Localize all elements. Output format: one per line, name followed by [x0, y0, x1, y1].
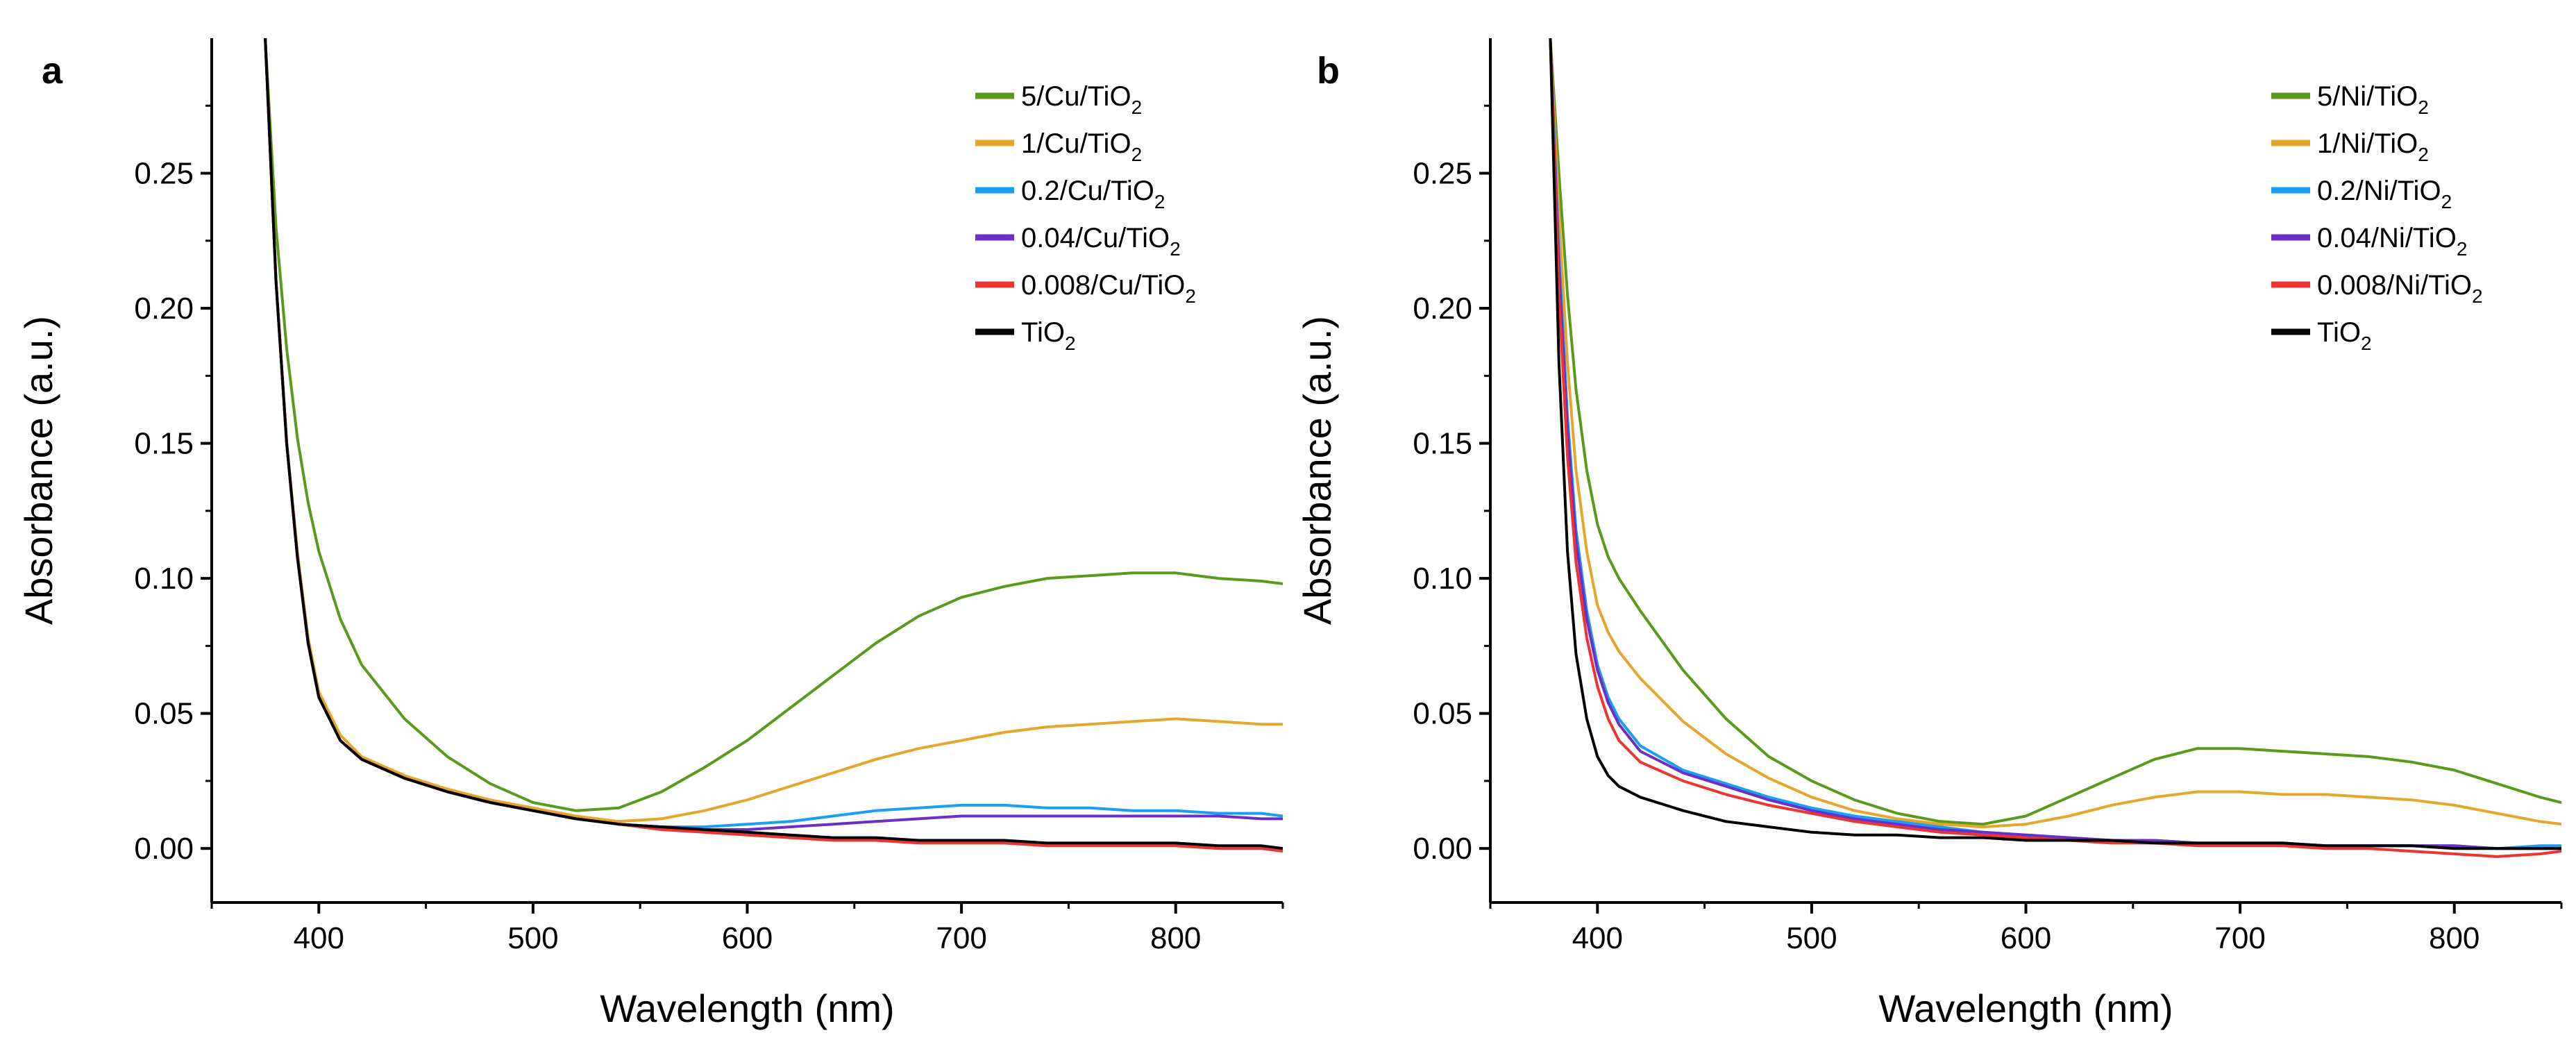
y-tick-label: 0.00 [134, 832, 194, 866]
legend-label-subscript: 2 [1131, 144, 1143, 165]
x-axis-title: Wavelength (nm) [600, 986, 894, 1030]
legend-label-main: 0.04/Ni/TiO [2317, 223, 2457, 253]
legend-label-main: TiO [2317, 317, 2361, 348]
legend-label: 5/Cu/TiO2 [1021, 81, 1142, 118]
series-line-5-ni-tio2 [1549, 38, 2561, 826]
legend-label: 5/Ni/TiO2 [2317, 81, 2429, 118]
legend: 5/Ni/TiO21/Ni/TiO20.2/Ni/TiO20.04/Ni/TiO… [2271, 81, 2483, 354]
legend-label-subscript: 2 [2418, 96, 2429, 118]
y-tick-label: 0.05 [1413, 697, 1472, 731]
x-tick-label: 700 [2214, 921, 2265, 955]
legend-label-subscript: 2 [1170, 238, 1181, 260]
panel-label: b [1317, 50, 1340, 92]
y-tick-label: 0.20 [134, 292, 194, 326]
y-tick-label: 0.05 [134, 697, 194, 731]
x-tick-label: 500 [507, 921, 558, 955]
legend-label-subscript: 2 [1154, 191, 1165, 212]
legend-label: 0.04/Ni/TiO2 [2317, 223, 2467, 260]
legend-label: 1/Cu/TiO2 [1021, 128, 1142, 165]
legend-label-main: 1/Ni/TiO [2317, 128, 2418, 159]
series-lines [264, 38, 1283, 853]
legend-label-subscript: 2 [1131, 96, 1143, 118]
legend-label-main: 0.2/Ni/TiO [2317, 176, 2441, 206]
legend-label: 0.2/Ni/TiO2 [2317, 176, 2452, 212]
x-tick-label: 500 [1786, 921, 1837, 955]
x-tick-label: 400 [1572, 921, 1623, 955]
legend-label: 0.04/Cu/TiO2 [1021, 223, 1181, 260]
legend-label-main: 5/Ni/TiO [2317, 81, 2418, 112]
series-line-tio2 [264, 38, 1283, 850]
y-tick-label: 0.00 [1413, 832, 1472, 866]
panel-b: 0.00 0.05 0.10 0.15 0.20 0.25 400 500 600 700 800 W… [1295, 38, 2563, 1030]
panel-label: a [42, 50, 63, 92]
legend-label: TiO2 [2317, 317, 2372, 354]
legend-label-subscript: 2 [2361, 333, 2372, 354]
y-tick-label: 0.20 [1413, 292, 1472, 326]
legend-label-subscript: 2 [2457, 238, 2468, 260]
legend: 5/Cu/TiO21/Cu/TiO20.2/Cu/TiO20.04/Cu/TiO… [975, 81, 1196, 354]
x-tick-label: 400 [294, 921, 344, 955]
series-line-tio2 [1549, 38, 2561, 850]
legend-label-main: 1/Cu/TiO [1021, 128, 1131, 159]
y-tick-label: 0.25 [1413, 157, 1472, 191]
legend-label: 1/Ni/TiO2 [2317, 128, 2429, 165]
legend-label: 0.2/Cu/TiO2 [1021, 176, 1165, 212]
series-line-0-04-ni-tio2 [1549, 38, 2561, 850]
panel-a: 0.00 0.05 0.10 0.15 0.20 0.25 400 500 600 700 800 W… [17, 38, 1284, 1030]
legend-label-subscript: 2 [2441, 191, 2452, 212]
x-tick-label: 800 [2429, 921, 2480, 955]
legend-label-subscript: 2 [1065, 333, 1076, 354]
legend-label-subscript: 2 [1185, 285, 1196, 307]
legend-label-main: 0.04/Cu/TiO [1021, 223, 1170, 253]
y-tick-label: 0.15 [134, 427, 194, 461]
series-line-5-cu-tio2 [264, 38, 1283, 812]
y-tick-label: 0.25 [134, 157, 194, 191]
x-tick-label: 600 [2001, 921, 2051, 955]
y-tick-label: 0.10 [134, 562, 194, 596]
legend-label-main: 0.008/Cu/TiO [1021, 270, 1185, 301]
series-lines [1549, 38, 2561, 858]
legend-label: 0.008/Cu/TiO2 [1021, 270, 1196, 307]
x-axis-title: Wavelength (nm) [1878, 986, 2173, 1030]
y-tick-label: 0.10 [1413, 562, 1472, 596]
y-axis-title: Absorbance (a.u.) [1295, 316, 1339, 625]
y-axis-title: Absorbance (a.u.) [17, 316, 60, 625]
legend-label-main: 0.2/Cu/TiO [1021, 176, 1154, 206]
legend-label-main: 0.008/Ni/TiO [2317, 270, 2472, 301]
legend-label-subscript: 2 [2472, 285, 2483, 307]
legend-label-main: 5/Cu/TiO [1021, 81, 1131, 112]
series-line-0-2-ni-tio2 [1549, 38, 2561, 850]
x-tick-label: 700 [936, 921, 986, 955]
legend-label: TiO2 [1021, 317, 1076, 354]
legend-label-subscript: 2 [2418, 144, 2429, 165]
series-line-0-008-ni-tio2 [1549, 38, 2561, 858]
legend-label: 0.008/Ni/TiO2 [2317, 270, 2483, 307]
series-line-1-ni-tio2 [1549, 38, 2561, 829]
y-tick-label: 0.15 [1413, 427, 1472, 461]
x-tick-label: 600 [722, 921, 773, 955]
legend-label-main: TiO [1021, 317, 1065, 348]
x-tick-label: 800 [1150, 921, 1201, 955]
